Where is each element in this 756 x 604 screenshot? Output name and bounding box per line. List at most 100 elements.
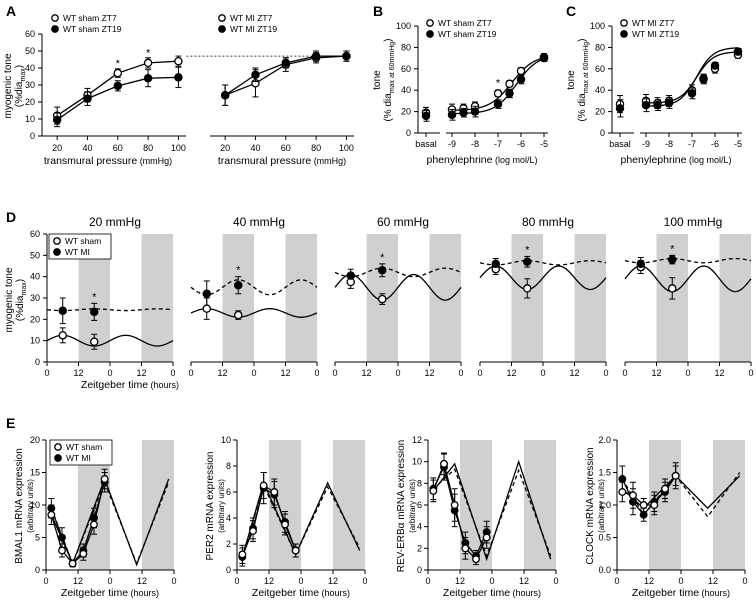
b-ylabel-sub-c: ): [383, 38, 394, 41]
c-ytick-label-3: 60: [595, 64, 605, 74]
b-xtick-label-3: -7: [494, 139, 502, 149]
c-legend-label-1: WT MI ZT19: [632, 29, 679, 39]
a-ylabel-sub-c: ): [14, 65, 25, 68]
d0-title: 20 mmHg: [89, 215, 141, 229]
d4-xtick-label-2: 0: [685, 368, 690, 378]
e0-sham-point-1: [58, 546, 66, 555]
d3-xtick-label-0: 0: [477, 368, 482, 378]
e-legend-label-0: WT sham: [66, 442, 102, 452]
e0-xlabel: Zeitgeber time (hours): [61, 587, 159, 599]
a2-xtick-label-2: 60: [281, 143, 291, 153]
a1-s1-point-2: [113, 81, 123, 91]
d2-dark-period-2: [429, 234, 461, 362]
d2-star: *: [380, 252, 385, 264]
d3-mi-point-1: [523, 257, 532, 266]
d0-mi-point-0: [58, 306, 68, 316]
e0-ytick-label-4: 20: [30, 435, 40, 445]
e1-ytick-label-3: 6: [226, 487, 231, 497]
e3-ytick-label-2: 1.0: [598, 500, 611, 510]
d1-mi-point-1: [233, 280, 243, 290]
e1-sham-point-4: [281, 520, 289, 529]
e2-fit-mi: [432, 468, 552, 558]
d-ytick-label-5: 50: [30, 250, 40, 260]
d2-mi-point-1: [377, 266, 387, 275]
e3-mi-point-1: [629, 497, 637, 506]
d1-title: 40 mmHg: [233, 215, 285, 229]
c-s1-point-7: [733, 47, 743, 56]
a2-xtick-label-0: 20: [220, 143, 230, 153]
c-ytick-label-1: 20: [595, 107, 605, 117]
b-legend-marker-1: [426, 30, 434, 38]
d3-title: 80 mmHg: [522, 215, 574, 229]
d2-xtick-label-2: 0: [395, 368, 400, 378]
e1-sham-point-3: [270, 488, 279, 496]
a2-xlabel-unit: (mmHg): [311, 156, 346, 166]
d-ytick-label-4: 40: [30, 272, 40, 282]
a1-s1-point-0: [52, 115, 62, 125]
e1-ytick-label-0: 0: [226, 565, 231, 575]
e2-ylabel: REV-ERBα mRNA expression: [396, 440, 407, 573]
e1-xlabel: Zeitgeber time (hours): [252, 587, 350, 599]
d4-xtick-label-4: 0: [748, 368, 753, 378]
d1-dark-period-2: [285, 234, 317, 362]
b-xlabel-unit: (log mol/L): [492, 155, 537, 165]
c-ylabel-sub-b: max at 60mmHg: [583, 42, 590, 93]
c-xlabel-text: phenylephrine: [621, 154, 687, 166]
a1-xtick-label-0: 20: [52, 143, 62, 153]
d4-mi-point-1: [668, 255, 677, 264]
d2-mi-point-0: [346, 271, 355, 280]
d0-sham-point-0: [58, 331, 68, 340]
e-legend-marker-0: [54, 443, 62, 451]
a1-ytick-label-5: 50: [25, 46, 35, 56]
d3-sham-fit: [479, 265, 607, 291]
a1-legend-label-1: WT sham ZT19: [63, 24, 122, 34]
a2-s1-point-4: [342, 51, 351, 61]
d1-sham-point-1: [233, 310, 243, 320]
b-ylabel: tone: [372, 70, 383, 90]
e2-ytick-label-5: 10: [412, 457, 422, 467]
a2-legend-label-1: WT MI ZT19: [230, 24, 277, 34]
a1-s0-point-2: [113, 68, 123, 78]
e2-ytick-label-3: 6: [417, 500, 422, 510]
panel-letter-b: B: [373, 3, 383, 19]
c-s1-point-2: [653, 100, 662, 110]
d2-xtick-label-0: 0: [332, 368, 337, 378]
d4-mi-fit: [624, 257, 752, 264]
a1-xtick-label-3: 80: [143, 143, 153, 153]
b-s1-point-4: [493, 99, 503, 109]
a-ylabel-sub-b: max: [20, 68, 27, 82]
panel-letter-d: D: [6, 209, 16, 225]
e0-xtick-label-2: 0: [107, 576, 112, 586]
e3-sham-point-3: [650, 501, 659, 509]
b-legend-label-1: WT sham ZT19: [438, 29, 497, 39]
d1-xtick-label-2: 0: [251, 368, 256, 378]
e3-ytick-label-0: 0.0: [598, 565, 611, 575]
e3-dark-period-2: [713, 440, 745, 570]
e1-xlabel-unit: (hours): [319, 588, 350, 598]
e3-ylabel: CLOCK mRNA expression: [585, 447, 596, 564]
b-xlabel-text: phenylephrine: [427, 154, 493, 166]
e1-sham-point-5: [291, 546, 300, 555]
d2-xtick-label-1: 12: [361, 368, 371, 378]
a1-star-1: *: [146, 48, 151, 60]
a1-s1-point-4: [174, 73, 183, 82]
b-s1-point-0: [421, 111, 431, 121]
e0-sham-point-0: [47, 510, 56, 519]
a1-ytick-label-4: 40: [25, 63, 35, 73]
e0-sham-point-4: [90, 520, 98, 529]
e0-dark-period-2: [142, 440, 174, 570]
a1-legend-label-0: WT sham ZT7: [63, 13, 117, 23]
d-ylabel-sub-c: ): [15, 279, 26, 282]
e0-xtick-label-3: 12: [137, 576, 147, 586]
e2-xtick-label-1: 12: [455, 576, 465, 586]
panel-letter-c: C: [566, 3, 576, 19]
a2-s1-point-2: [281, 58, 291, 68]
d3-star: *: [525, 244, 530, 256]
e1-ylabel: PER2 mRNA expression: [205, 452, 216, 561]
e2-ytick-label-2: 4: [417, 522, 422, 532]
b-ylabel-sub-a: (% dia: [383, 93, 394, 122]
c-s1-point-3: [664, 98, 674, 108]
e0-sham-point-2: [68, 559, 77, 568]
a1-legend-marker-0: [51, 14, 59, 22]
